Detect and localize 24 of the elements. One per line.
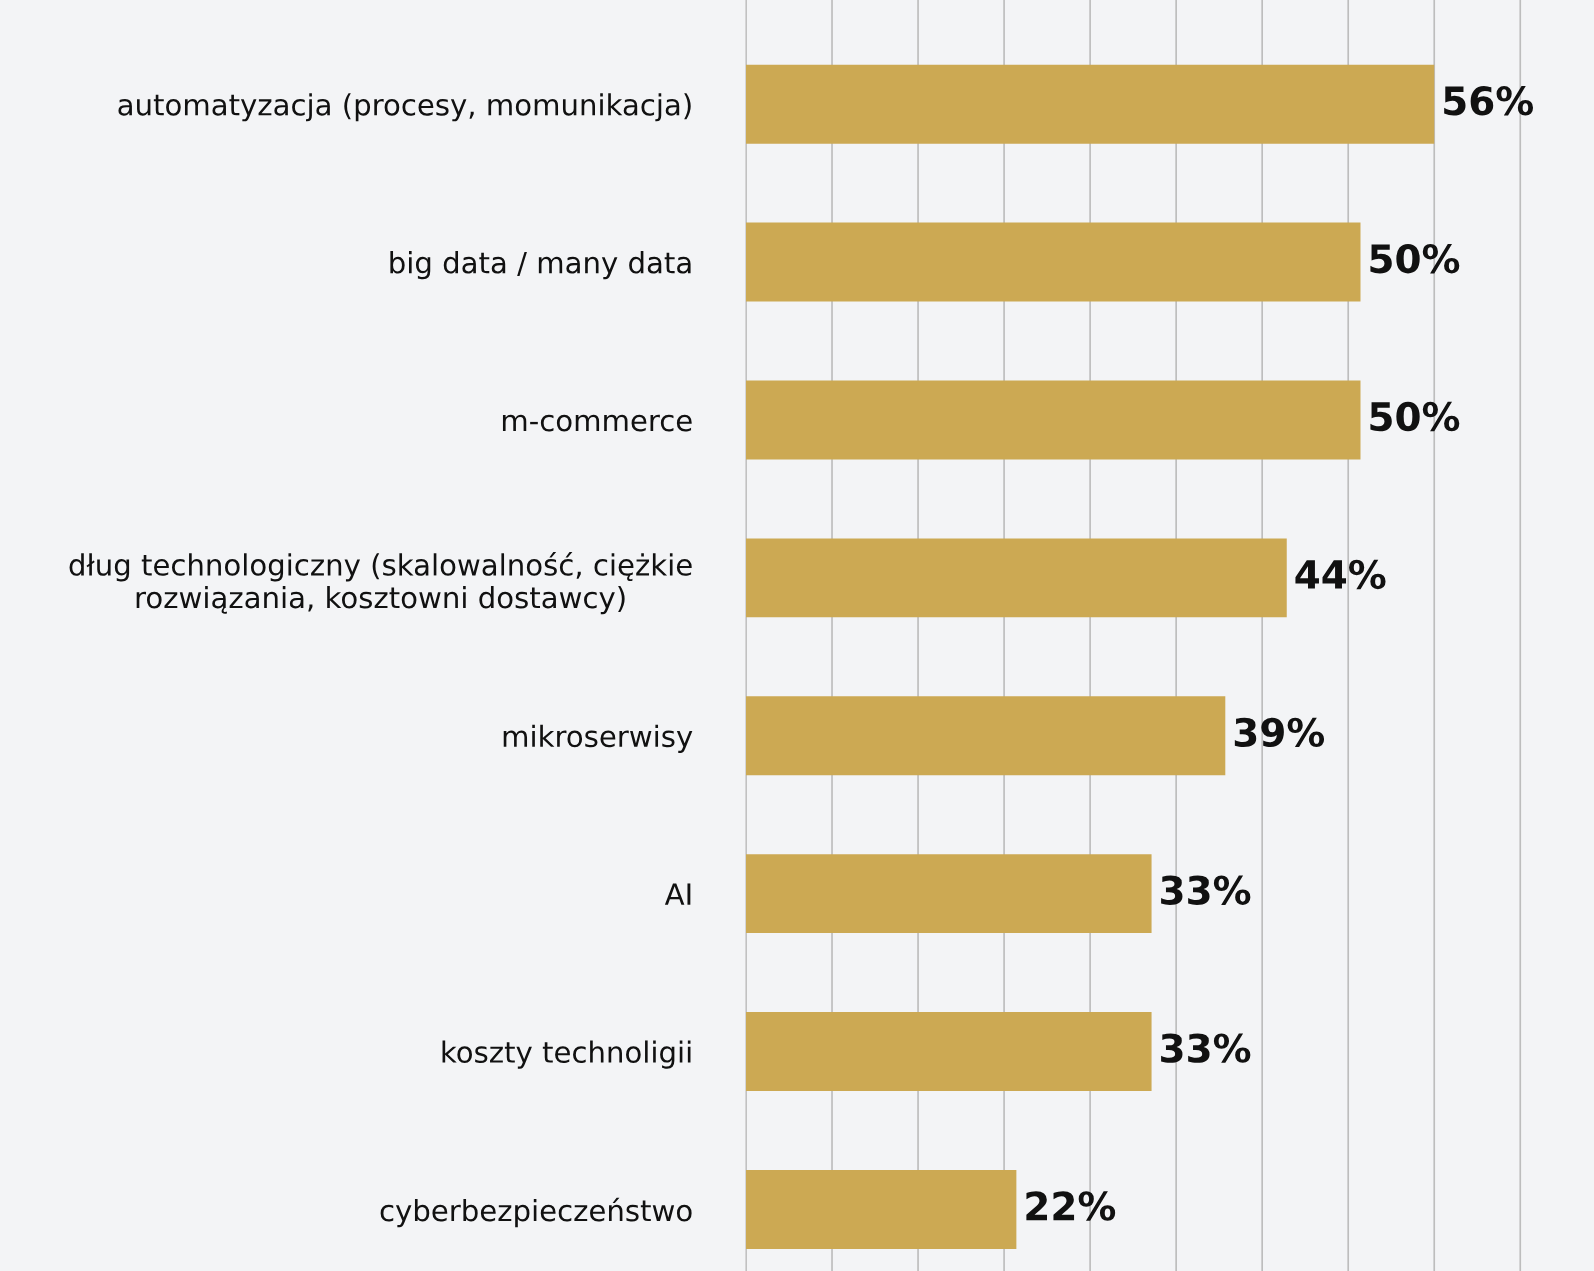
y-tick-label: dług technologiczny (skalowalność, ciężkie rozwiązania, kosztowni dostawcy): [69, 552, 692, 615]
y-tick-label: cyberbezpieczeństwo: [380, 1197, 692, 1228]
data-label: 50%: [1370, 243, 1460, 274]
bar: [745, 1169, 1017, 1249]
data-label: 33%: [1161, 1033, 1251, 1063]
bar: [745, 222, 1361, 302]
bar: [745, 1012, 1152, 1092]
y-tick-label: m-commerce: [502, 414, 692, 432]
data-label: 39%: [1234, 717, 1325, 748]
bar: [745, 854, 1152, 934]
y-tick-label: big data / many data: [390, 251, 691, 280]
data-label: 44%: [1295, 559, 1386, 590]
bar: [745, 380, 1361, 460]
bar: [745, 696, 1226, 776]
y-tick-label: koszty technoligii: [442, 1040, 691, 1069]
data-label: 22%: [1026, 1191, 1116, 1221]
y-tick-label: mikroserwisy: [503, 724, 693, 753]
bar: [745, 538, 1287, 618]
data-label: 50%: [1370, 401, 1460, 432]
data-label: 56%: [1444, 86, 1534, 116]
y-tick-label: AI: [664, 883, 691, 905]
bar: [745, 64, 1435, 144]
y-tick-label: automatyzacja (procesy, momunikacja): [118, 93, 691, 122]
data-label: 33%: [1161, 875, 1251, 905]
